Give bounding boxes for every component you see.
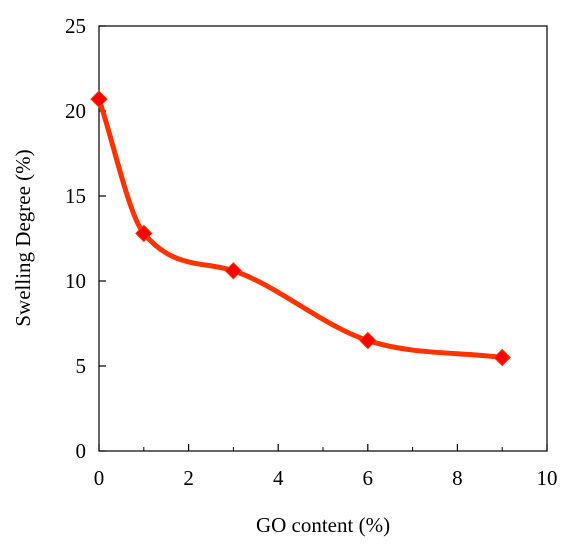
data-point <box>224 262 243 280</box>
x-tick-label: 10 <box>537 466 558 490</box>
data-point <box>359 331 377 350</box>
y-tick-label: 25 <box>65 14 86 38</box>
x-axis-tick-labels: 0 2 4 6 8 10 <box>94 466 558 490</box>
x-tick-label: 2 <box>183 466 194 490</box>
y-tick-label: 15 <box>65 184 86 208</box>
x-tick-label: 8 <box>452 466 463 490</box>
x-axis-title: GO content (%) <box>256 513 390 537</box>
plot-area <box>98 25 548 452</box>
y-axis-tick-labels: 0 5 10 15 20 25 <box>65 14 86 463</box>
data-point <box>493 348 511 367</box>
y-tick-label: 10 <box>65 269 86 293</box>
y-tick-label: 20 <box>65 99 86 123</box>
y-tick-label: 5 <box>76 354 87 378</box>
x-axis-ticks <box>98 444 548 451</box>
data-point <box>90 90 108 108</box>
y-tick-label: 0 <box>76 439 87 463</box>
data-point <box>135 224 153 243</box>
data-markers <box>90 90 511 367</box>
y-axis-title: Swelling Degree (%) <box>11 149 35 326</box>
x-tick-label: 0 <box>94 466 105 490</box>
y-axis-ticks <box>99 25 106 452</box>
x-tick-label: 6 <box>363 466 374 490</box>
x-tick-label: 4 <box>273 466 284 490</box>
